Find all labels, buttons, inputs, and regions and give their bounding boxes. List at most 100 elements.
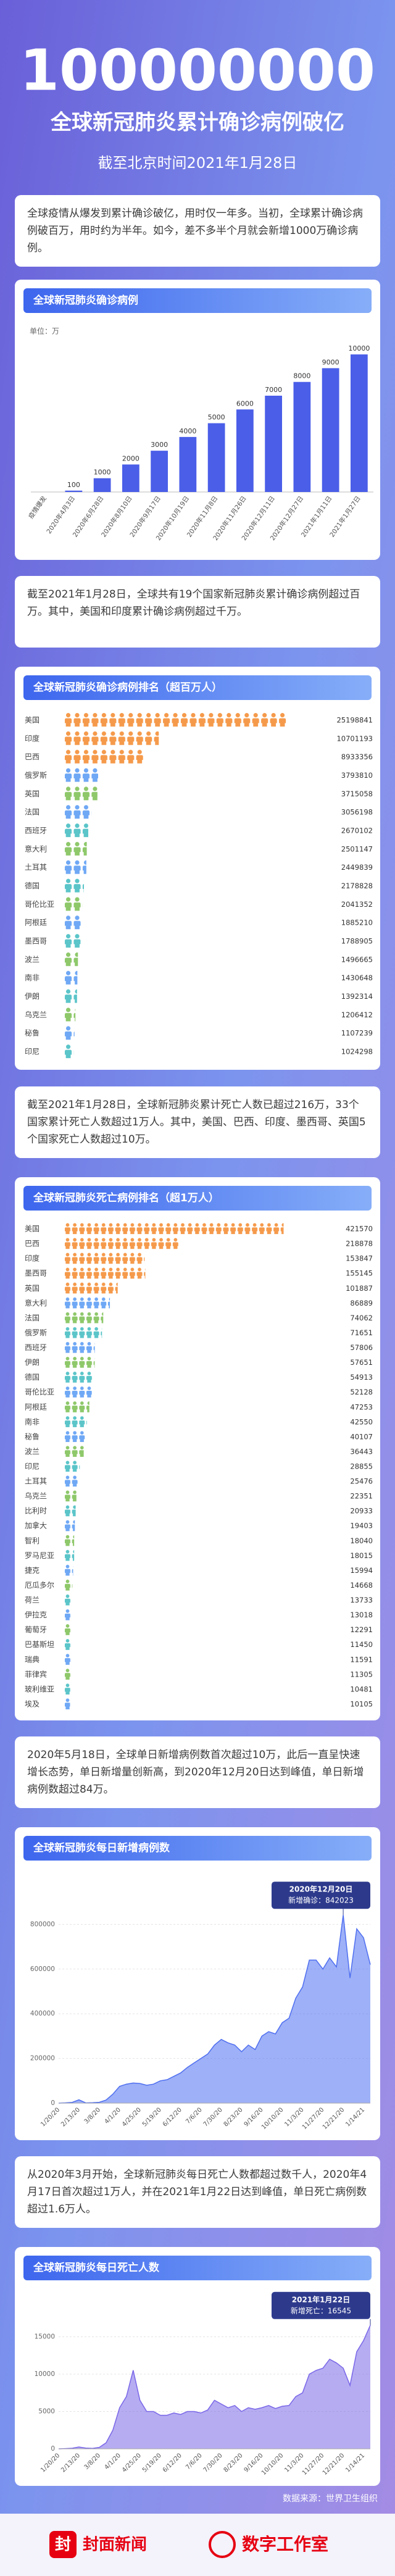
bar bbox=[265, 396, 282, 492]
icon-row bbox=[65, 1385, 92, 1400]
icon-row bbox=[65, 1236, 179, 1252]
annotation-box bbox=[272, 2291, 370, 2319]
value-label: 71651 bbox=[350, 1328, 373, 1337]
row-label: 哥伦比亚 bbox=[25, 1387, 54, 1396]
value-label: 1107239 bbox=[341, 1029, 373, 1038]
row-label: 意大利 bbox=[25, 844, 47, 853]
paragraph: 从2020年3月开始，全球新冠肺炎每日死亡人数都超过数千人，2020年4月17日… bbox=[15, 2156, 380, 2228]
row-label: 美国 bbox=[25, 715, 40, 724]
row-label: 土耳其 bbox=[25, 863, 47, 872]
area bbox=[59, 1915, 370, 2103]
row-label: 乌克兰 bbox=[25, 1491, 47, 1501]
icon-row bbox=[65, 766, 98, 785]
icon-row bbox=[65, 1593, 72, 1608]
value-label: 1430648 bbox=[341, 973, 373, 982]
icon-row bbox=[65, 1652, 71, 1667]
unit-label: 单位：万 bbox=[30, 327, 59, 336]
annotation-box bbox=[272, 1882, 370, 1909]
row-label: 印度 bbox=[25, 1254, 40, 1263]
icon-row bbox=[65, 1504, 76, 1519]
value-label: 2000 bbox=[122, 454, 139, 462]
value-label: 57806 bbox=[350, 1343, 373, 1352]
icon-row bbox=[65, 1474, 78, 1490]
icon-row bbox=[65, 1489, 77, 1504]
row-label: 捷克 bbox=[25, 1566, 40, 1575]
value-label: 3000 bbox=[151, 441, 168, 449]
row-label: 西班牙 bbox=[25, 826, 47, 835]
chart-card bbox=[15, 1177, 380, 1720]
value-label: 10481 bbox=[350, 1685, 373, 1693]
icon-row bbox=[65, 1399, 89, 1415]
value-label: 52128 bbox=[350, 1388, 373, 1396]
value-label: 12291 bbox=[350, 1625, 373, 1634]
bar bbox=[322, 368, 339, 492]
value-label: 19403 bbox=[350, 1522, 373, 1530]
row-label: 法国 bbox=[25, 808, 40, 817]
icon-row bbox=[65, 1459, 80, 1475]
value-label: 42550 bbox=[350, 1417, 373, 1426]
value-label: 1788905 bbox=[341, 937, 373, 946]
icon-row bbox=[65, 822, 88, 840]
icon-row bbox=[65, 1311, 104, 1326]
row-label: 印度 bbox=[25, 733, 40, 743]
row-label: 英国 bbox=[25, 790, 40, 798]
icon-row bbox=[65, 1696, 70, 1712]
icon-row bbox=[65, 1355, 95, 1370]
icon-row bbox=[65, 1251, 145, 1267]
value-label: 1206412 bbox=[341, 1011, 373, 1019]
row-label: 墨西哥 bbox=[25, 1269, 47, 1278]
row-label: 比利时 bbox=[25, 1507, 47, 1515]
value-label: 3793810 bbox=[341, 771, 373, 780]
row-label: 瑞典 bbox=[25, 1655, 40, 1664]
bar bbox=[351, 354, 368, 492]
icon-row bbox=[65, 1444, 84, 1459]
icon-row bbox=[65, 1548, 75, 1564]
value-label: 3056198 bbox=[341, 808, 373, 817]
value-label: 2501147 bbox=[341, 844, 373, 853]
chart-card bbox=[15, 667, 380, 1070]
row-label: 俄罗斯 bbox=[25, 771, 47, 780]
row-label: 南非 bbox=[25, 1417, 40, 1426]
annotation-text: 2020年12月20日 bbox=[289, 1885, 353, 1894]
value-label: 101887 bbox=[346, 1284, 373, 1293]
logo-right-text: 数字工作室 bbox=[242, 2534, 328, 2554]
value-label: 54913 bbox=[350, 1373, 373, 1382]
line bbox=[58, 2325, 371, 2449]
row-label: 加拿大 bbox=[25, 1521, 47, 1530]
y-tick-label: 15000 bbox=[35, 2333, 55, 2341]
value-label: 100 bbox=[67, 481, 80, 489]
icon-row bbox=[65, 895, 83, 914]
value-label: 22351 bbox=[350, 1492, 373, 1501]
icon-row bbox=[65, 1533, 75, 1549]
icon-row bbox=[65, 840, 87, 859]
value-label: 1000 bbox=[94, 469, 111, 477]
chart-title-band bbox=[23, 2256, 372, 2280]
icon-row bbox=[65, 877, 85, 896]
y-tick-label: 200000 bbox=[30, 2055, 55, 2062]
value-label: 18015 bbox=[350, 1551, 373, 1560]
chart-title-band bbox=[23, 1186, 372, 1211]
icon-row bbox=[65, 932, 81, 951]
icon-row bbox=[65, 729, 159, 748]
value-label: 74062 bbox=[350, 1314, 373, 1322]
icon-row bbox=[65, 1222, 284, 1237]
row-label: 俄罗斯 bbox=[25, 1328, 47, 1337]
icon-row bbox=[65, 858, 86, 877]
headline-title: 全球新冠肺炎累计确诊病例破亿 bbox=[50, 110, 344, 135]
paragraph: 全球疫情从爆发到累计确诊破亿，用时仅一年多。当初，全球累计确诊病例破百万，用时约… bbox=[15, 195, 380, 267]
paragraph: 2020年5月18日，全球单日新增病例数首次超过10万，此后一直呈快速增长态势，… bbox=[15, 1736, 380, 1808]
value-label: 15994 bbox=[350, 1566, 373, 1575]
y-tick-label: 800000 bbox=[30, 1920, 55, 1928]
icon-row bbox=[65, 1667, 71, 1682]
row-label: 阿根廷 bbox=[25, 1403, 47, 1411]
value-label: 18040 bbox=[350, 1536, 373, 1545]
value-label: 25476 bbox=[350, 1477, 373, 1486]
row-label: 巴基斯坦 bbox=[25, 1640, 54, 1649]
value-label: 218878 bbox=[346, 1240, 373, 1248]
bar bbox=[151, 451, 168, 492]
row-label: 土耳其 bbox=[25, 1477, 47, 1486]
icon-row bbox=[65, 1024, 75, 1043]
value-label: 28855 bbox=[350, 1462, 373, 1471]
chart-title: 全球新冠肺炎确诊病例排名（超百万人） bbox=[33, 681, 222, 694]
